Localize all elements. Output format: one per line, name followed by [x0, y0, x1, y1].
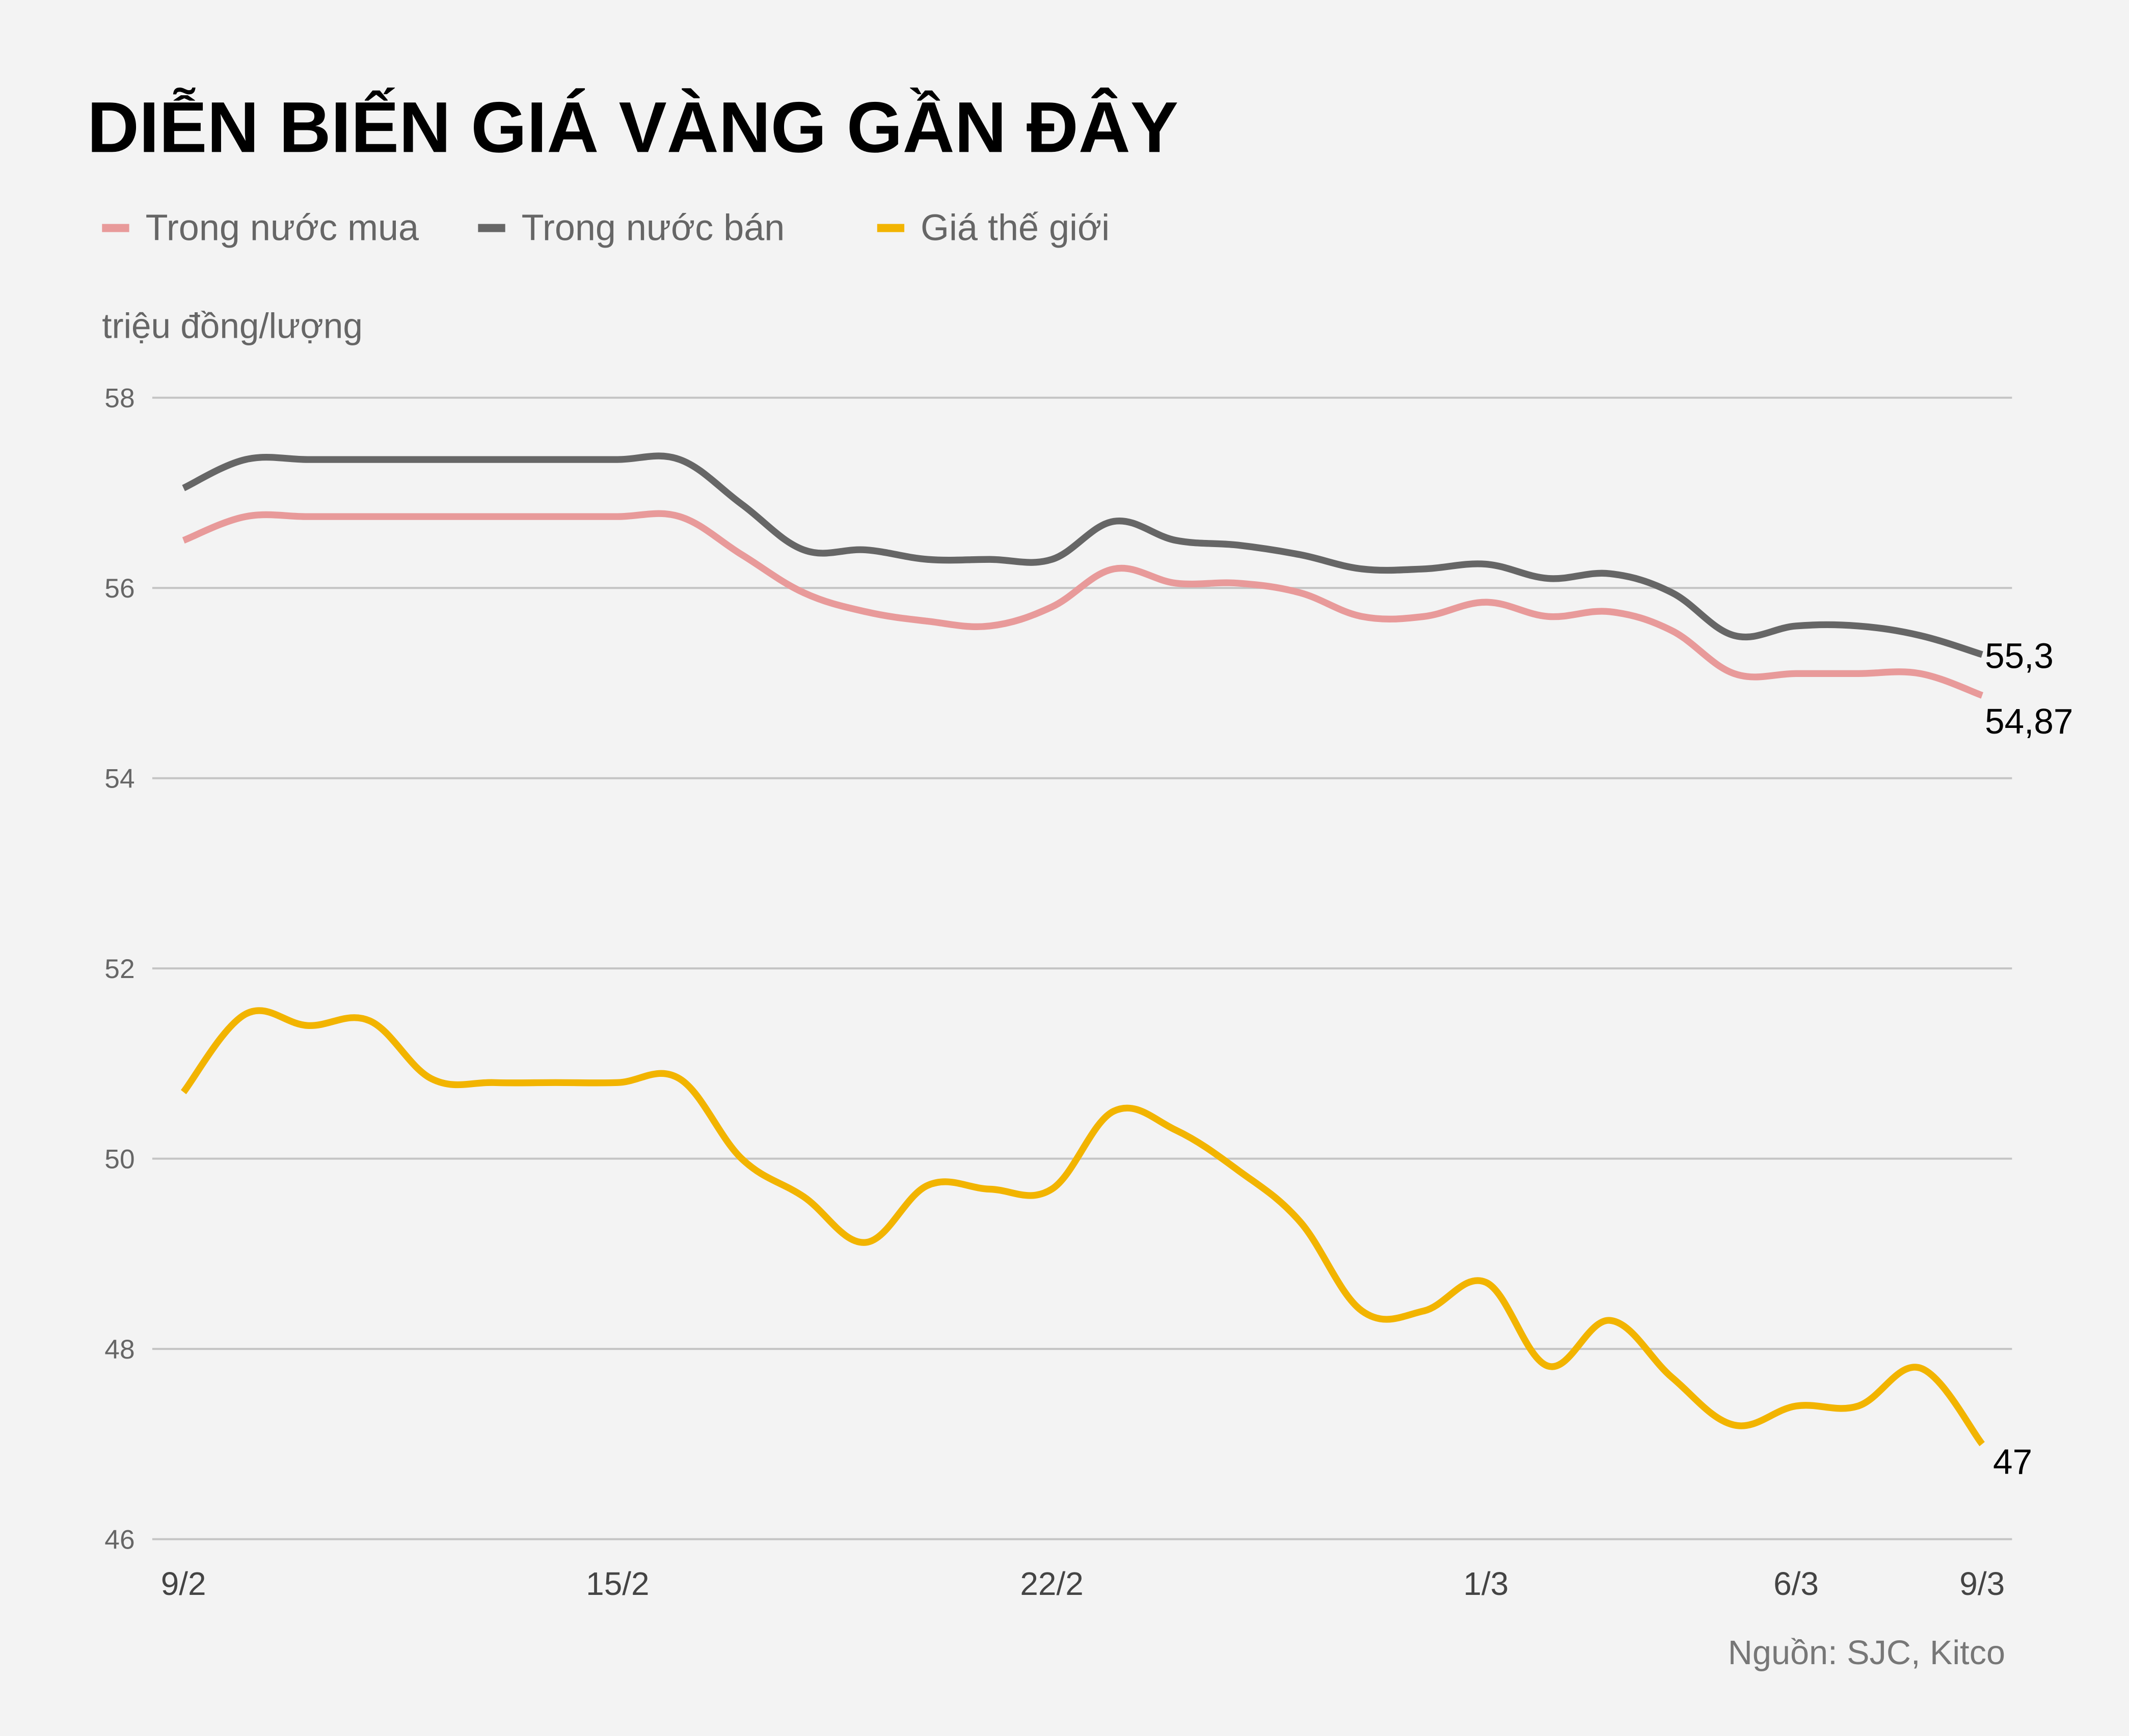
y-tick-label: 52 [104, 954, 134, 984]
x-tick-label: 9/2 [161, 1565, 206, 1602]
y-axis-label: triệu đồng/lượng [102, 306, 363, 345]
x-tick-label: 15/2 [586, 1565, 649, 1602]
series-line-domestic-buy [182, 510, 1984, 699]
end-value-label: 47 [1993, 1442, 2032, 1482]
end-value-label: 55,3 [1985, 636, 2054, 676]
x-tick-label: 9/3 [1959, 1565, 2005, 1602]
series-lines [180, 452, 1985, 1447]
y-tick-label: 54 [104, 764, 134, 794]
x-tick-label: 1/3 [1463, 1565, 1508, 1602]
legend: Trong nước mua Trong nước bán Giá thế giới [102, 208, 1110, 249]
chart-title: DIỄN BIẾN GIÁ VÀNG GẦN ĐÂY [87, 87, 1178, 167]
series-line-domestic-sell [182, 452, 1983, 658]
y-tick-label: 58 [104, 383, 134, 413]
legend-item-label: Trong nước bán [522, 208, 785, 249]
legend-item-label: Trong nước mua [146, 208, 419, 249]
y-tick-label: 50 [104, 1144, 134, 1174]
y-tick-label: 56 [104, 574, 134, 604]
end-value-label: 54,87 [1985, 701, 2073, 741]
x-tick-label: 6/3 [1773, 1565, 1819, 1602]
x-tick-label: 22/2 [1020, 1565, 1083, 1602]
y-tick-label: 46 [104, 1525, 134, 1555]
legend-item-label: Giá thế giới [921, 208, 1110, 249]
y-tick-label: 48 [104, 1335, 134, 1365]
x-axis-ticks: 9/2 15/2 22/2 1/3 6/3 9/3 [161, 1565, 2005, 1602]
series-line-world [180, 1007, 1985, 1447]
y-axis-ticks: 46 48 50 52 54 56 58 [104, 383, 134, 1555]
source-note: Nguồn: SJC, Kitco [1728, 1634, 2005, 1672]
end-labels: 54,87 55,3 47 [1985, 636, 2073, 1482]
